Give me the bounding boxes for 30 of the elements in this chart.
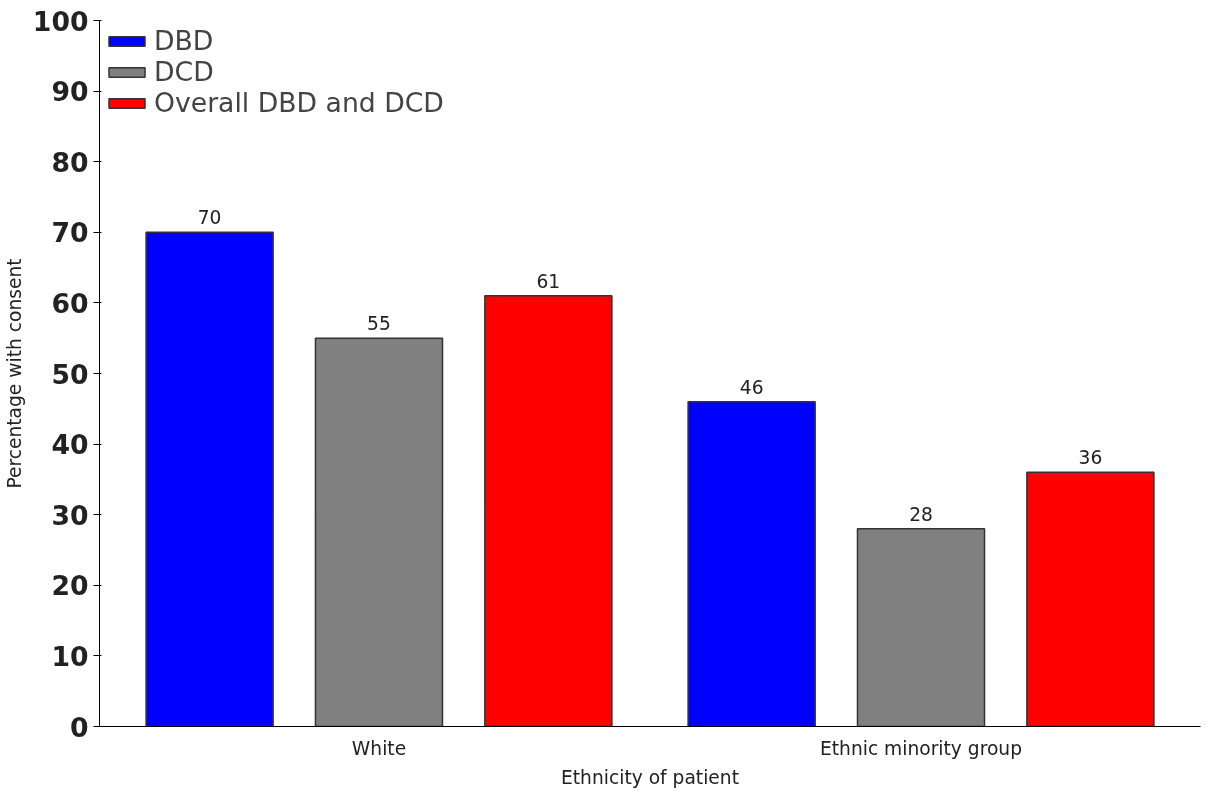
data-label: 46 (739, 376, 764, 398)
y-tick-label: 10 (51, 640, 89, 672)
bar (1026, 471, 1155, 727)
y-tick-label: 30 (51, 499, 89, 531)
bar (145, 231, 274, 727)
y-tick-label: 90 (51, 76, 89, 108)
y-tick-label: 20 (51, 570, 89, 602)
y-tick-label: 0 (69, 711, 89, 743)
data-label: 70 (197, 207, 222, 229)
data-label: 28 (909, 503, 933, 525)
legend-label: DCD (154, 56, 214, 87)
y-tick-label: 40 (51, 429, 89, 461)
x-axis-title: Ethnicity of patient (561, 766, 739, 788)
y-tick-label: 60 (51, 287, 89, 319)
bar (687, 400, 816, 727)
y-tick-label: 80 (51, 146, 89, 178)
y-tick-label: 50 (51, 358, 89, 390)
y-axis-title: Percentage with consent (3, 258, 25, 489)
y-tick-label: 70 (51, 217, 89, 249)
legend-label: Overall DBD and DCD (154, 87, 444, 118)
bar (484, 295, 613, 727)
bar (856, 528, 986, 727)
data-label: 36 (1078, 447, 1103, 469)
x-tick-label: Ethnic minority group (820, 737, 1023, 759)
x-tick-label: White (351, 737, 407, 759)
y-tick-label: 100 (32, 5, 89, 37)
bar (314, 337, 444, 727)
legend-label: DBD (154, 25, 214, 56)
data-label: 55 (367, 313, 391, 335)
data-label: 61 (536, 270, 561, 292)
